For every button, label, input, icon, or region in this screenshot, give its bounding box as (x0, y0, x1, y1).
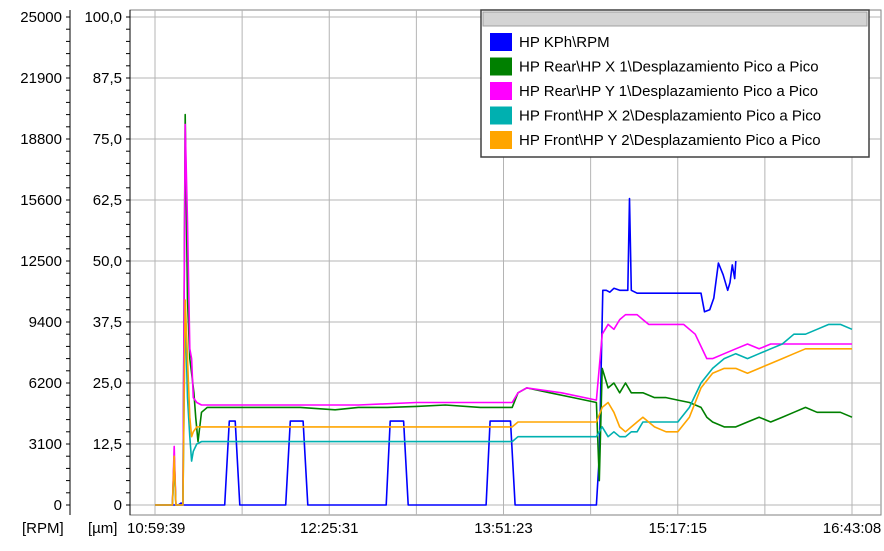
x-tick-label: 15:17:15 (649, 520, 707, 537)
axes: 10:59:39 12:25:31 13:51:23 15:17:15 16:43:08… (20, 9, 881, 537)
rpm-tick-label: 15600 (20, 192, 62, 209)
legend-label: HP Front\HP X 2\Desplazamiento Pico a Pi… (519, 108, 821, 125)
rpm-tick-label: 12500 (20, 253, 62, 270)
legend-swatch (490, 131, 512, 149)
x-tick-label: 10:59:39 (127, 520, 185, 537)
legend-box (480, 9, 870, 158)
um-tick-label: 37,5 (93, 314, 122, 331)
um-tick-label: 25,0 (93, 375, 122, 392)
um-tick-label: 12,5 (93, 436, 122, 453)
um-unit-label: [µm] (88, 520, 117, 537)
plot-series (155, 113, 853, 506)
rpm-tick-label: 21900 (20, 70, 62, 87)
rpm-tick-label: 25000 (20, 9, 62, 26)
rpm-tick-label: 3100 (29, 436, 62, 453)
rpm-tick-label: 0 (54, 497, 62, 514)
series-line (155, 113, 853, 506)
um-tick-label: 62,5 (93, 192, 122, 209)
legend-label: HP KPh\RPM (519, 34, 610, 51)
rpm-tick-label: 6200 (29, 375, 62, 392)
x-tick-label: 13:51:23 (474, 520, 532, 537)
series-line (155, 123, 852, 506)
rpm-unit-label: [RPM] (22, 520, 64, 537)
um-tick-label: 75,0 (93, 131, 122, 148)
legend-label: HP Front\HP Y 2\Desplazamiento Pico a Pi… (519, 132, 821, 149)
x-tick-label: 12:25:31 (300, 520, 358, 537)
um-tick-label: 87,5 (93, 70, 122, 87)
series-line (155, 308, 853, 506)
rpm-tick-label: 9400 (29, 314, 62, 331)
legend-swatch (490, 82, 512, 100)
legend-swatch (490, 33, 512, 51)
x-tick-label: 16:43:08 (823, 520, 881, 537)
legend-swatch (490, 57, 512, 76)
rpm-tick-label: 18800 (20, 131, 62, 148)
um-tick-label: 0 (114, 497, 122, 514)
legend[interactable]: HP KPh\RPM HP Rear\HP X 1\Desplazamiento … (480, 9, 870, 158)
legend-swatch (490, 106, 512, 125)
um-tick-label: 50,0 (93, 253, 122, 270)
legend-label: HP Rear\HP X 1\Desplazamiento Pico a Pic… (519, 59, 819, 76)
legend-label: HP Rear\HP Y 1\Desplazamiento Pico a Pic… (519, 83, 818, 100)
series-line (155, 197, 737, 506)
series-line (155, 299, 852, 506)
um-tick-label: 100,0 (84, 9, 122, 26)
legend-header (482, 11, 868, 27)
